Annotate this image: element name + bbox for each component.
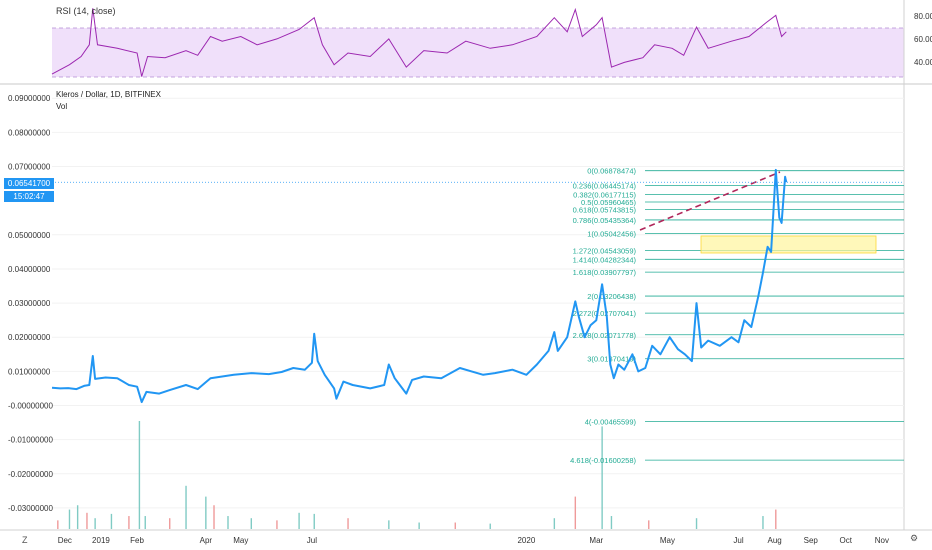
volume-bar: [205, 496, 207, 529]
price-tick-label: 0.01000000: [8, 367, 51, 376]
time-tick-label: Jul: [733, 536, 743, 545]
grid-lines: [52, 97, 904, 509]
rsi-tick-80: 80.00: [914, 12, 932, 21]
price-tick-label: 0.02000000: [8, 333, 51, 342]
time-tick-label: 2019: [92, 536, 110, 545]
fib-level-label: 0.618(0.05743815): [573, 205, 637, 214]
volume-bar: [138, 421, 141, 529]
time-tick-label: May: [233, 536, 248, 545]
price-axis-ticks: 0.09000000 0.08000000 0.07000000 0.05000000…: [8, 94, 53, 513]
trend-line[interactable]: [639, 171, 781, 231]
volume-bar: [648, 520, 650, 529]
volume-bar: [94, 518, 96, 529]
fib-level-label: 0.382(0.06177115): [573, 191, 636, 200]
volume-bar: [298, 512, 300, 529]
volume-bar: [76, 505, 79, 529]
time-tick-label: May: [660, 536, 675, 545]
volume-bar: [169, 518, 171, 529]
volume-bar: [313, 513, 315, 529]
fib-level-label: 2.272(0.02707041): [573, 309, 637, 318]
time-tick-label: Sep: [804, 536, 819, 545]
fib-level-label: 4(-0.00465599): [585, 417, 637, 426]
volume-bar: [110, 513, 113, 529]
rsi-pane: 80.00 60.00 40.00 RSI (14, close): [51, 6, 932, 78]
volume-bar: [227, 516, 229, 529]
price-tick-label: 0.07000000: [8, 163, 51, 172]
fib-level-label: 0.236(0.06445174): [573, 181, 637, 190]
volume-bar: [775, 509, 777, 529]
volume-bar: [553, 518, 556, 529]
price-tick-label: -0.01000000: [8, 436, 53, 445]
price-tick-label: 0.05000000: [8, 231, 51, 240]
time-tick-label: Nov: [875, 536, 889, 545]
price-tick-label: -0.02000000: [8, 470, 53, 479]
volume-bar: [574, 496, 577, 529]
volume-bar: [695, 518, 698, 529]
fib-level-label: 0.5(0.05960465): [581, 198, 637, 207]
volume-bar: [347, 518, 349, 529]
volume-bars: [57, 421, 777, 529]
volume-bar: [762, 516, 764, 529]
price-tick-label: 0.04000000: [8, 265, 51, 274]
price-tick-label: -0.00000000: [8, 402, 53, 411]
volume-bar: [610, 516, 613, 529]
fib-level-label: 1(0.05042456): [587, 229, 636, 238]
zoom-icon[interactable]: Z: [22, 535, 28, 545]
volume-bar: [185, 485, 187, 529]
fib-level-label: 0(0.06878474): [587, 167, 636, 176]
price-tick-label: -0.03000000: [8, 504, 53, 513]
volume-bar: [68, 509, 71, 529]
volume-bar: [388, 520, 390, 529]
time-tick-label: Mar: [589, 536, 603, 545]
volume-bar: [418, 522, 420, 529]
rsi-band: [52, 28, 904, 77]
volume-bar: [57, 520, 59, 529]
time-tick-label: Apr: [200, 536, 213, 545]
time-axis-ticks: Dec 2019 Feb Apr May Jul 2020 Mar May Jul Aug Sep Oc…: [58, 536, 889, 545]
fib-level-label: 1.414(0.04282344): [573, 255, 637, 264]
volume-bar: [250, 518, 253, 529]
target-zone[interactable]: [700, 235, 877, 254]
time-tick-label: Aug: [768, 536, 782, 545]
volume-bar: [454, 522, 456, 529]
fib-level-label: 1.618(0.03907797): [573, 268, 637, 277]
fib-level-label: 2.618(0.02071778): [573, 331, 637, 340]
countdown-flag: 15:02:47: [4, 191, 54, 202]
price-line: [51, 168, 788, 404]
volume-label: Vol: [56, 102, 68, 111]
time-tick-label: Feb: [130, 536, 144, 545]
rsi-tick-60: 60.00: [914, 35, 932, 44]
time-tick-label: 2020: [517, 536, 535, 545]
volume-bar: [276, 520, 278, 529]
time-tick-label: Oct: [839, 536, 852, 545]
price-tick-label: 0.08000000: [8, 128, 51, 137]
rsi-tick-40: 40.00: [914, 58, 932, 67]
volume-bar: [144, 516, 146, 529]
fib-level-label: 0.786(0.05435364): [573, 216, 637, 225]
fib-level-label: 3(0.01370419): [587, 355, 636, 364]
volume-bar: [601, 426, 603, 529]
fib-level-label: 4.618(-0.01600258): [570, 456, 636, 465]
main-pane: 0(0.06878474) 0.236(0.06445174)0.382(0.06…: [8, 94, 904, 529]
volume-bar: [86, 512, 88, 529]
rsi-label: RSI (14, close): [56, 6, 116, 16]
chart-title: Kleros / Dollar, 1D, BITFINEX: [56, 90, 161, 99]
volume-bar: [213, 505, 215, 529]
volume-bar: [128, 516, 130, 529]
settings-gear-icon[interactable]: ⚙: [910, 533, 919, 543]
price-tick-label: 0.09000000: [8, 94, 51, 103]
last-price-flag: 0.06541700: [4, 178, 54, 189]
time-tick-label: Jul: [307, 536, 317, 545]
rsi-line: [51, 7, 787, 77]
price-tick-label: 0.03000000: [8, 299, 51, 308]
volume-bar: [489, 523, 491, 529]
fib-level-label: 2(0.03206438): [587, 292, 636, 301]
fib-retracement[interactable]: 0(0.06878474) 0.236(0.06445174)0.382(0.06…: [570, 167, 904, 465]
fib-level-label: 1.272(0.04543059): [573, 246, 637, 255]
time-tick-label: Dec: [58, 536, 72, 545]
